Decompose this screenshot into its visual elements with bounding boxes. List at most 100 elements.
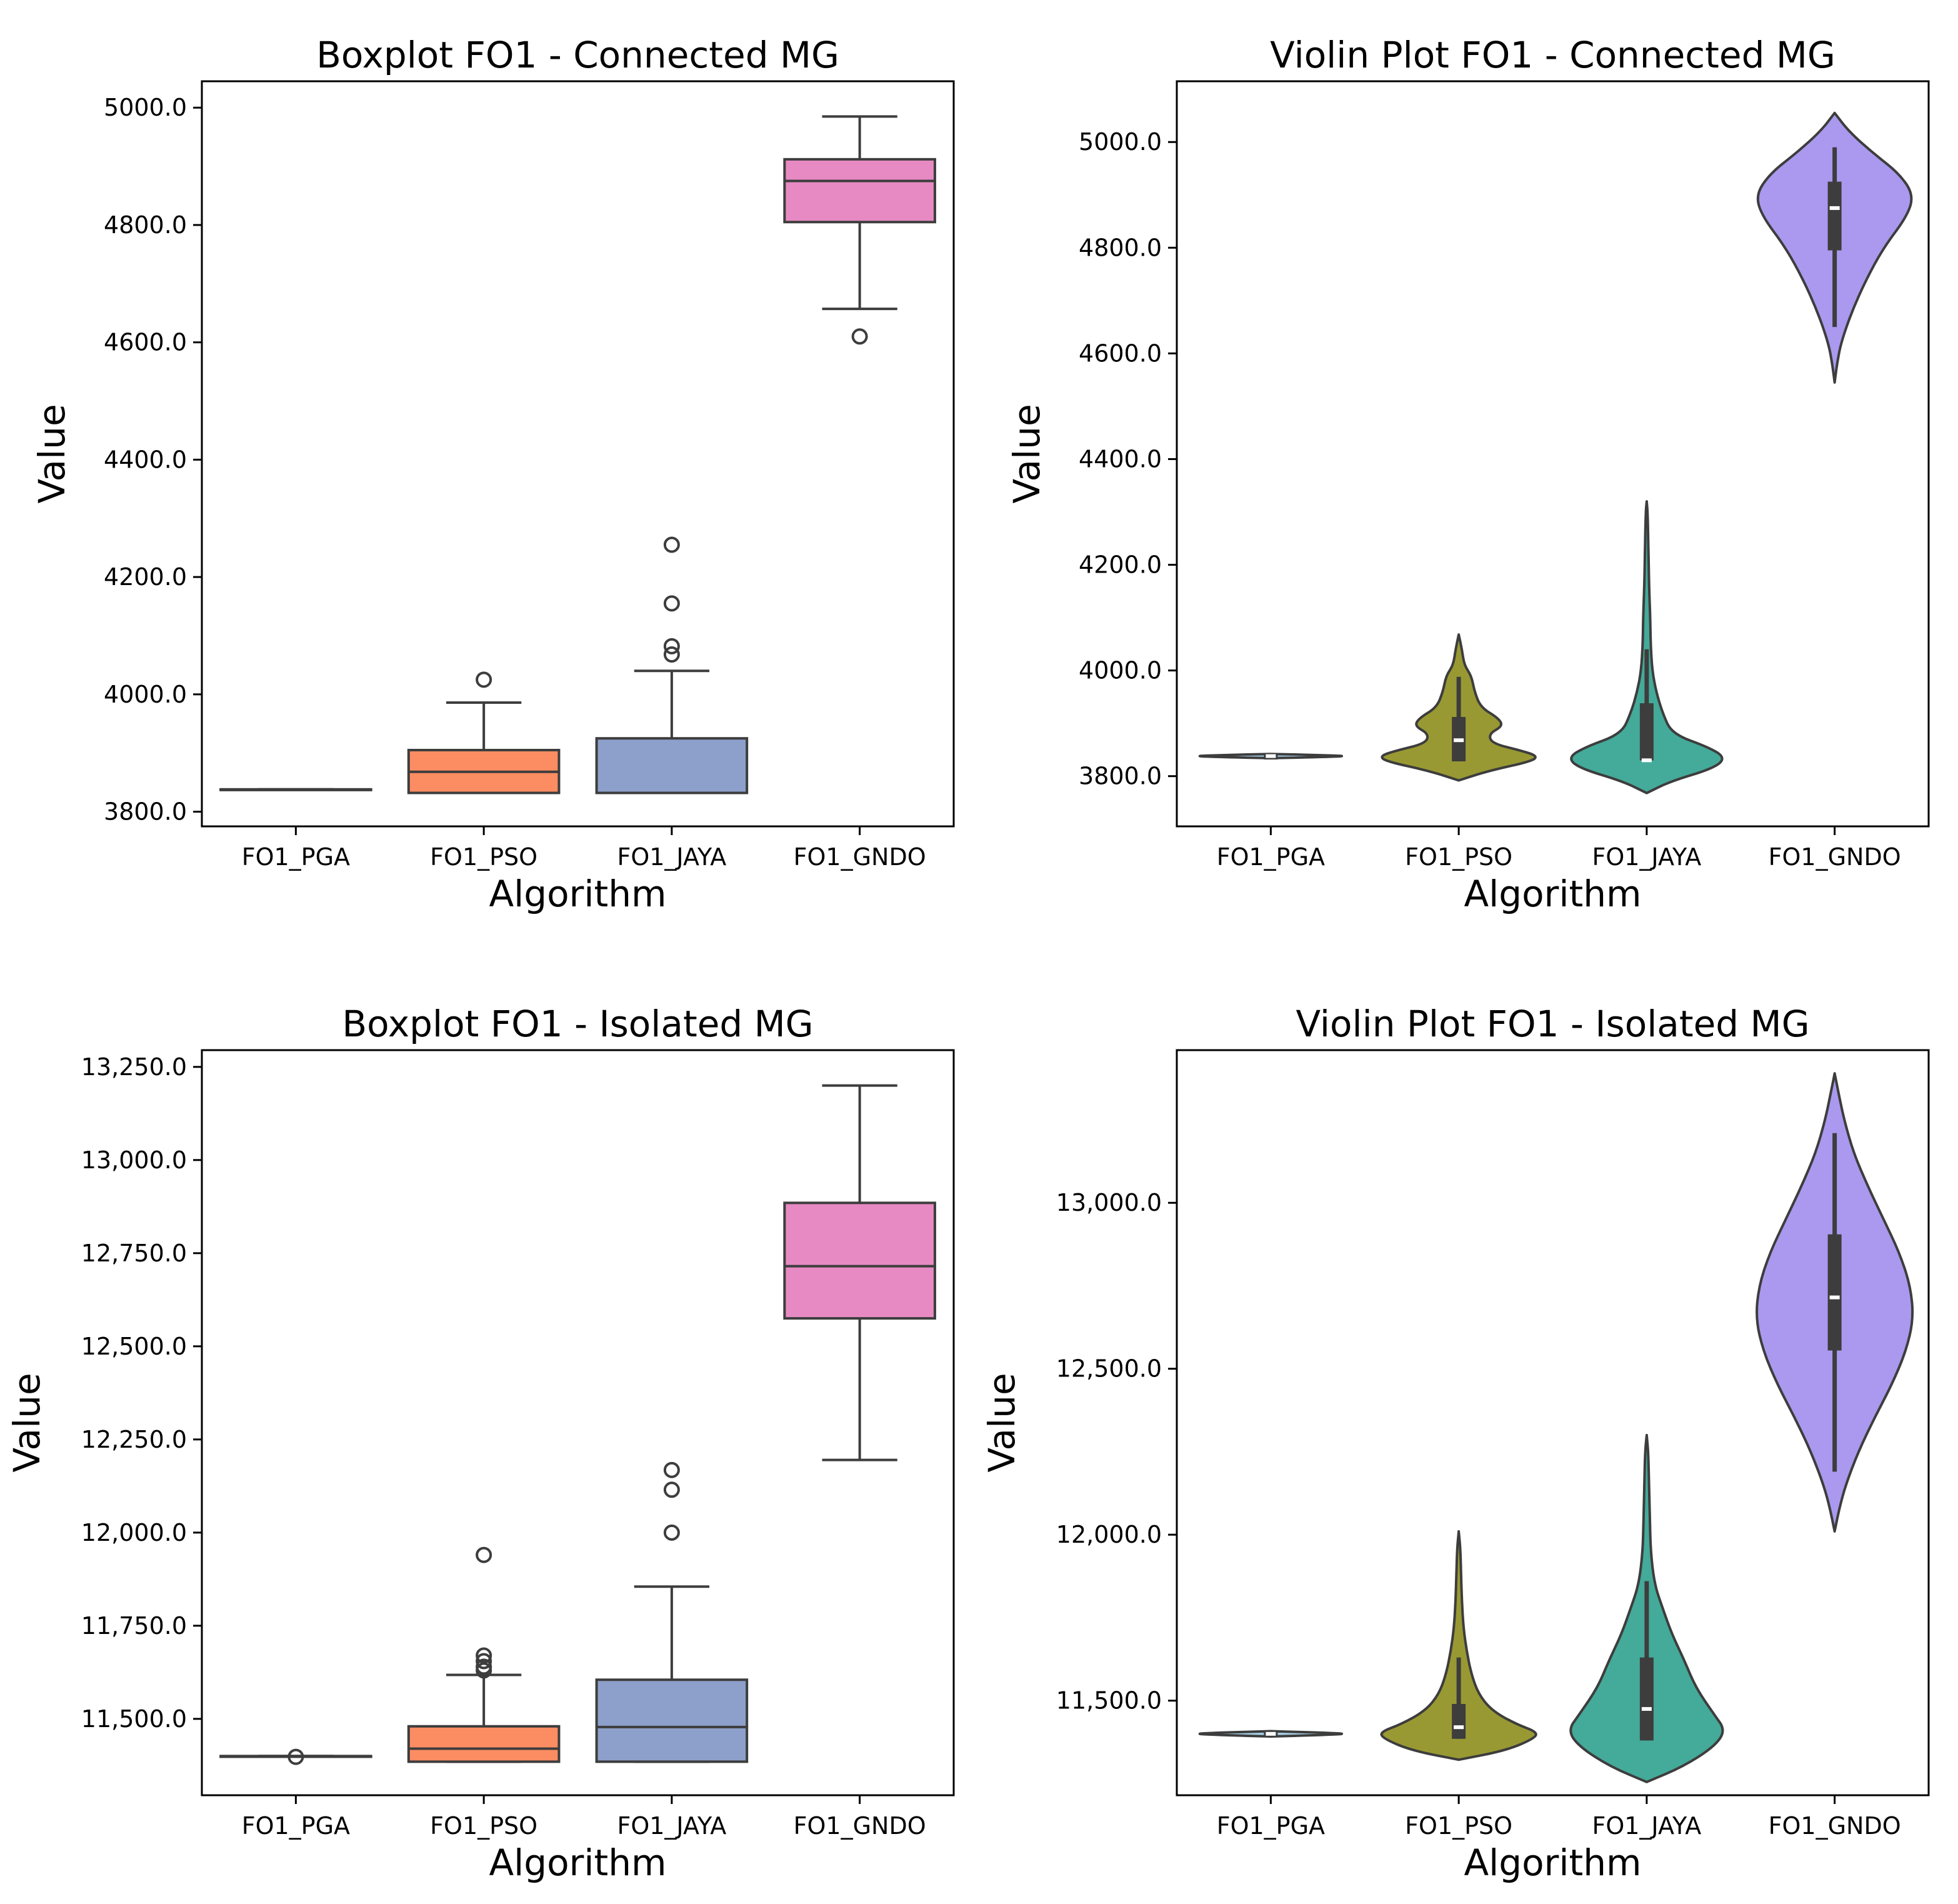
violin-median — [1829, 206, 1840, 210]
chart-title: Boxplot FO1 - Connected MG — [316, 34, 839, 76]
plot-frame — [201, 1049, 955, 1796]
iqr-box — [783, 158, 936, 224]
x-tick-label: FO1_JAYA — [1592, 843, 1701, 871]
x-tick-label: FO1_PGA — [1217, 843, 1325, 871]
y-tick-label: 3800.0 — [1079, 763, 1162, 790]
outlier-point — [476, 1546, 492, 1563]
outlier-point — [663, 638, 680, 654]
iqr-box — [595, 737, 749, 794]
outlier-point — [476, 1647, 492, 1664]
violin-fo1-pga — [1198, 1730, 1344, 1738]
x-tick-label: FO1_GNDO — [1769, 843, 1901, 871]
x-axis-label: Algorithm — [1464, 1841, 1641, 1884]
violin-median — [1454, 738, 1464, 743]
x-tick-label: FO1_JAYA — [617, 843, 726, 871]
x-tick-label: FO1_PSO — [1405, 1812, 1512, 1840]
violin-iqr-box — [1639, 1657, 1654, 1741]
x-tick-label: FO1_PSO — [430, 843, 537, 871]
y-tick-label: 12,500.0 — [1056, 1355, 1162, 1383]
y-tick-label: 4400.0 — [1079, 445, 1162, 473]
y-tick-label: 3800.0 — [104, 798, 187, 826]
y-tick-label: 4600.0 — [104, 329, 187, 356]
y-tick-label: 13,250.0 — [81, 1053, 187, 1081]
plot-frame — [201, 80, 955, 828]
boxplot-connected-panel: Boxplot FO1 - Connected MG 3800.0 4000.0 42… — [31, 34, 955, 915]
iqr-box — [407, 1725, 561, 1763]
violin-fo1-gndo — [1756, 1072, 1914, 1533]
violin-fo1-pga — [1198, 753, 1344, 760]
plot-frame — [1176, 1049, 1930, 1796]
y-tick-label: 12,000.0 — [81, 1519, 187, 1546]
x-tick-label: FO1_GNDO — [794, 843, 926, 871]
chart-title: Violin Plot FO1 - Connected MG — [1270, 34, 1836, 76]
x-tick-label: FO1_PGA — [1217, 1812, 1325, 1840]
y-tick-label: 4400.0 — [104, 446, 187, 473]
y-tick-label: 13,000.0 — [1056, 1189, 1162, 1216]
x-tick-label: FO1_PGA — [242, 1812, 350, 1840]
box-fo1-pso — [407, 671, 561, 794]
y-axis-label: Value — [6, 1373, 48, 1472]
outlier-point — [663, 595, 680, 612]
outlier-point — [287, 1748, 304, 1765]
iqr-box — [595, 1678, 749, 1763]
y-tick-label: 11,500.0 — [81, 1705, 187, 1733]
box-fo1-pso — [407, 1546, 561, 1763]
outlier-point — [663, 1461, 680, 1478]
outlier-point — [476, 1658, 492, 1675]
y-axis-label: Value — [31, 404, 73, 503]
violin-median — [1829, 1295, 1840, 1300]
outlier-point — [476, 1653, 492, 1670]
box-fo1-jaya — [595, 1461, 749, 1763]
plot-frame — [1176, 80, 1930, 828]
violin-median — [1641, 758, 1652, 763]
y-tick-label: 11,750.0 — [81, 1612, 187, 1640]
boxplot-isolated-panel: Boxplot FO1 - Isolated MG 11,500.0 11,750.… — [6, 1003, 955, 1884]
y-tick-label: 5000.0 — [104, 94, 187, 121]
outlier-point — [476, 671, 492, 688]
x-tick-label: FO1_PGA — [242, 843, 350, 871]
violin-fo1-pso — [1380, 1530, 1537, 1761]
y-tick-label: 4200.0 — [1079, 551, 1162, 579]
violin-median — [1454, 1725, 1464, 1730]
box-fo1-gndo — [783, 115, 936, 345]
x-tick-label: FO1_JAYA — [1592, 1812, 1701, 1840]
outlier-point — [851, 328, 868, 345]
violin-body — [1570, 500, 1724, 794]
violin-fo1-jaya — [1569, 1433, 1724, 1783]
violin-iqr-box — [1827, 181, 1842, 251]
x-axis-label: Algorithm — [489, 1841, 666, 1884]
y-tick-label: 4000.0 — [1079, 657, 1162, 684]
violin-median — [1641, 1706, 1652, 1711]
outlier-point — [663, 646, 680, 663]
y-tick-label: 5000.0 — [1079, 128, 1162, 156]
chart-title: Violin Plot FO1 - Isolated MG — [1296, 1003, 1809, 1045]
box-fo1-jaya — [595, 536, 749, 794]
y-tick-label: 13,000.0 — [81, 1146, 187, 1174]
y-tick-label: 12,000.0 — [1056, 1521, 1162, 1548]
iqr-box — [783, 1201, 936, 1320]
violin-median — [1266, 754, 1276, 758]
violin-connected-panel: Violin Plot FO1 - Connected MG 3800.0 4000… — [1006, 34, 1930, 915]
outlier-point — [663, 1481, 680, 1498]
y-axis-label: Value — [1006, 404, 1048, 503]
violin-iqr-box — [1827, 1234, 1842, 1351]
x-axis-label: Algorithm — [1464, 873, 1641, 915]
violin-fo1-pso — [1381, 633, 1537, 782]
outlier-point — [663, 1524, 680, 1541]
x-tick-label: FO1_GNDO — [1769, 1812, 1901, 1840]
x-axis-label: Algorithm — [489, 873, 666, 915]
x-tick-label: FO1_JAYA — [617, 1812, 726, 1840]
violin-fo1-jaya — [1570, 500, 1724, 794]
violin-iqr-box — [1452, 1703, 1466, 1739]
y-tick-label: 4600.0 — [1079, 339, 1162, 367]
y-tick-label: 11,500.0 — [1056, 1687, 1162, 1715]
y-tick-label: 12,250.0 — [81, 1426, 187, 1453]
x-tick-label: FO1_PSO — [1405, 843, 1512, 871]
y-tick-label: 4200.0 — [104, 563, 187, 591]
y-tick-label: 4800.0 — [1079, 234, 1162, 261]
box-fo1-pga — [219, 788, 372, 791]
y-tick-label: 12,750.0 — [81, 1240, 187, 1267]
y-tick-label: 12,500.0 — [81, 1333, 187, 1360]
violin-iqr-box — [1639, 703, 1654, 761]
y-tick-label: 4800.0 — [104, 211, 187, 239]
